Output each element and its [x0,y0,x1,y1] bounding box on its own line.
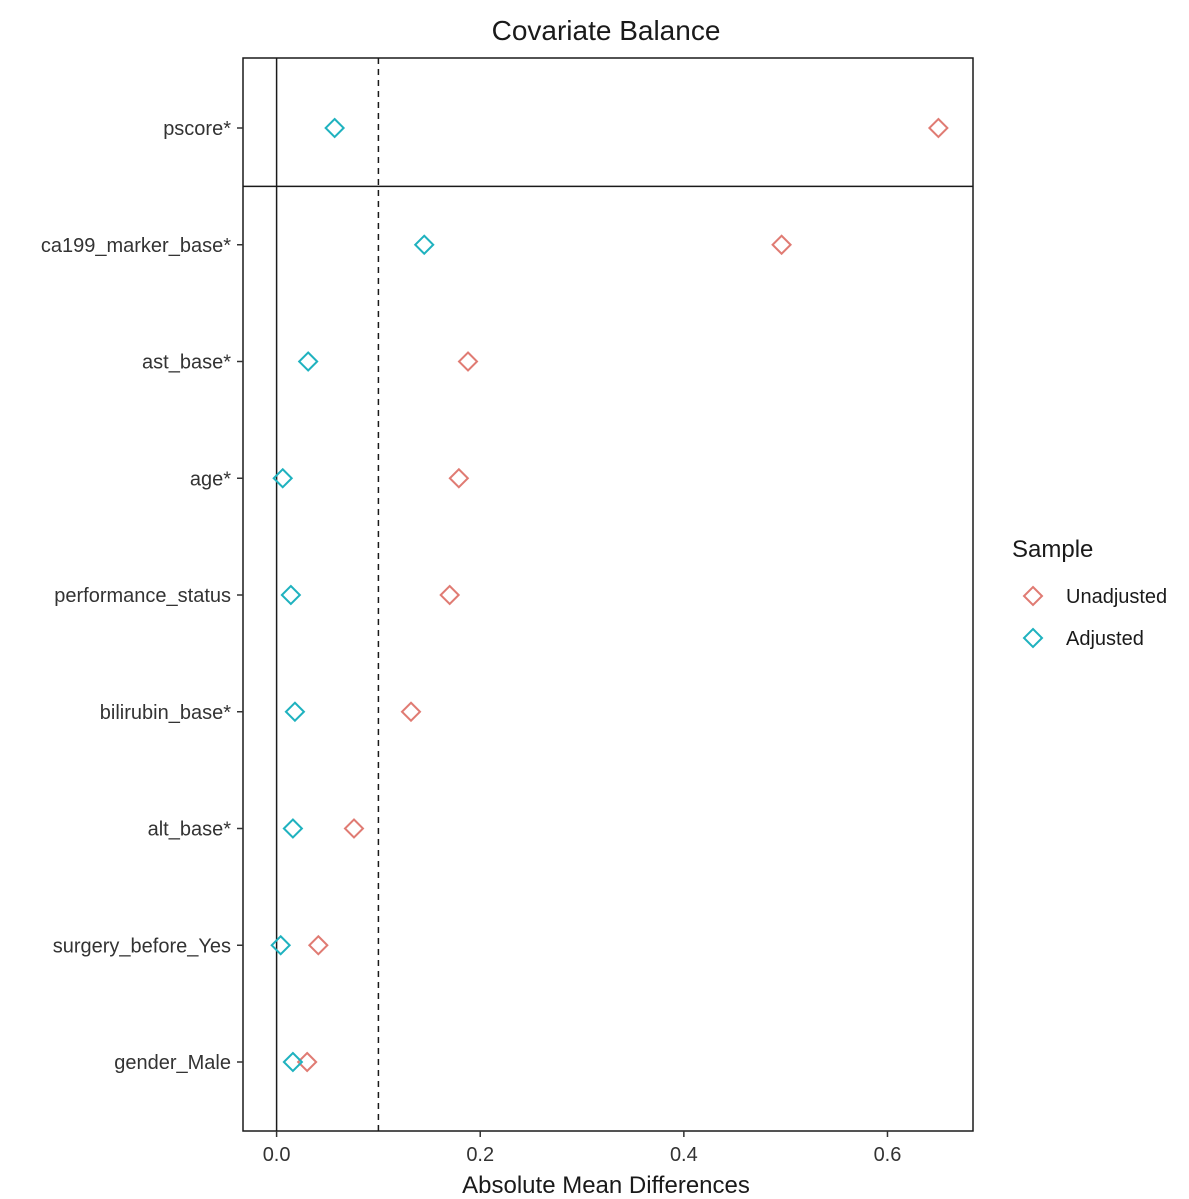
x-tick-label: 0.4 [670,1144,698,1166]
y-tick-label: ast_base* [142,352,231,374]
legend: Sample Unadjusted Adjusted [1012,536,1167,650]
y-tick-label: alt_base* [148,819,232,841]
y-tick-label: pscore* [163,118,231,140]
legend-label-adjusted: Adjusted [1066,628,1144,650]
point-unadjusted [400,701,422,723]
legend-key-adjusted [1022,627,1044,649]
x-tick-label: 0.0 [263,1144,291,1166]
legend-key-unadjusted [1022,585,1044,607]
point-unadjusted [927,117,949,139]
y-tick-label: age* [190,468,231,490]
y-tick-label: bilirubin_base* [100,702,231,724]
y-tick-label: ca199_marker_base* [41,235,231,257]
y-tick-label: gender_Male [114,1052,231,1074]
y-tick-label: surgery_before_Yes [53,935,231,957]
x-tick-label: 0.2 [466,1144,494,1166]
point-unadjusted [307,934,329,956]
point-unadjusted [343,818,365,839]
point-adjusted [284,701,306,723]
point-adjusted [282,1051,304,1073]
y-axis: pscore* ca199_marker_base* ast_base* age* pe… [41,118,243,1074]
plot-panel [242,57,974,1132]
point-adjusted [282,818,304,839]
chart-title: Covariate Balance [492,15,721,46]
point-unadjusted [296,1051,318,1073]
point-adjusted [413,234,435,256]
point-adjusted [272,467,294,489]
data-points [270,117,949,1073]
point-unadjusted [448,467,470,489]
point-adjusted [297,351,319,372]
point-unadjusted [439,584,461,606]
y-tick-label: performance_status [54,585,231,607]
point-unadjusted [771,234,793,256]
x-tick-label: 0.6 [874,1144,902,1166]
point-adjusted [324,117,346,139]
point-adjusted [270,934,292,956]
point-adjusted [280,584,302,606]
x-axis-title: Absolute Mean Differences [462,1172,750,1199]
legend-title: Sample [1012,536,1093,563]
legend-label-unadjusted: Unadjusted [1066,586,1167,608]
x-axis: 0.0 0.2 0.4 0.6 [263,1131,902,1166]
point-unadjusted [457,351,479,372]
